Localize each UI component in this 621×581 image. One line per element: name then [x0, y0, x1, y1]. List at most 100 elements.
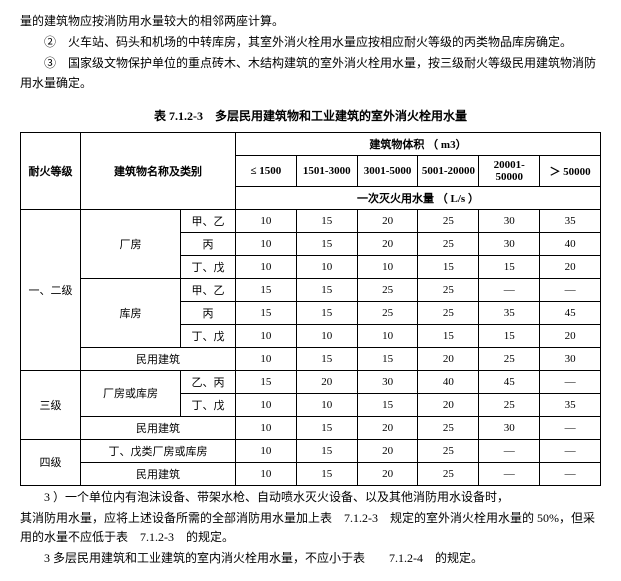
intro-line-1: 量的建筑物应按消防用水量较大的相邻两座计算。 — [20, 12, 601, 31]
cell: 25 — [357, 278, 418, 301]
cell: 甲、乙 — [181, 278, 236, 301]
table-row: 民用建筑 1015202530— — [21, 416, 601, 439]
cell: 丁、戊 — [181, 393, 236, 416]
cell: 丁、戊 — [181, 324, 236, 347]
cell: — — [540, 370, 601, 393]
hdr-c1: ≤ 1500 — [236, 155, 297, 186]
cell: 15 — [296, 462, 357, 485]
cell: 25 — [357, 301, 418, 324]
g3b1-name: 丁、戊类厂房或库房 — [81, 439, 236, 462]
cell: 25 — [479, 393, 540, 416]
cell: 10 — [236, 324, 297, 347]
cell: 10 — [296, 324, 357, 347]
cell: 10 — [296, 255, 357, 278]
g1b1-name: 厂房 — [81, 209, 181, 278]
cell: 20 — [357, 209, 418, 232]
table-row: 一、二级 厂房 甲、乙 101520253035 — [21, 209, 601, 232]
cell: 20 — [357, 439, 418, 462]
table-row: 民用建筑 101515202530 — [21, 347, 601, 370]
cell: 15 — [296, 209, 357, 232]
g2b1-name: 厂房或库房 — [81, 370, 181, 416]
cell: 丁、戊 — [181, 255, 236, 278]
hdr-fire-grade: 耐火等级 — [21, 132, 81, 209]
table-row: 三级 厂房或库房 乙、丙 1520304045— — [21, 370, 601, 393]
cell: 10 — [236, 393, 297, 416]
cell: 20 — [357, 416, 418, 439]
intro-line-2: ② 火车站、码头和机场的中转库房，其室外消火栓用水量应按相应耐火等级的丙类物品库… — [20, 33, 601, 52]
cell: 15 — [357, 393, 418, 416]
cell: 30 — [357, 370, 418, 393]
cell: 30 — [479, 232, 540, 255]
cell: 20 — [296, 370, 357, 393]
cell: — — [540, 278, 601, 301]
cell: 丙 — [181, 301, 236, 324]
cell: 15 — [418, 324, 479, 347]
cell: 40 — [540, 232, 601, 255]
cell: — — [479, 462, 540, 485]
g3b2-name: 民用建筑 — [81, 462, 236, 485]
cell: 25 — [418, 209, 479, 232]
fire-grade-2: 三级 — [21, 370, 81, 439]
hdr-c5: 20001-50000 — [479, 155, 540, 186]
cell: 15 — [479, 324, 540, 347]
fire-grade-3: 四级 — [21, 439, 81, 485]
hdr-volume: 建筑物体积 （ m3） — [236, 132, 601, 155]
cell: 15 — [479, 255, 540, 278]
cell: 30 — [540, 347, 601, 370]
intro-line-3: ③ 国家级文物保护单位的重点砖木、木结构建筑的室外消火栓用水量，按三级耐火等级民… — [20, 54, 601, 92]
water-table: 耐火等级 建筑物名称及类别 建筑物体积 （ m3） ≤ 1500 1501-30… — [20, 132, 601, 486]
cell: 20 — [418, 393, 479, 416]
table-title: 表 7.1.2-3 多层民用建筑物和工业建筑的室外消火栓用水量 — [20, 107, 601, 124]
cell: 20 — [357, 462, 418, 485]
hdr-row-1: 耐火等级 建筑物名称及类别 建筑物体积 （ m3） — [21, 132, 601, 155]
cell: — — [479, 278, 540, 301]
cell: 30 — [479, 209, 540, 232]
cell: 25 — [418, 278, 479, 301]
table-row: 库房 甲、乙 15152525—— — [21, 278, 601, 301]
table-row: 四级 丁、戊类厂房或库房 10152025—— — [21, 439, 601, 462]
cell: 40 — [418, 370, 479, 393]
hdr-c6: ＞ 50000 — [540, 155, 601, 186]
note-2: 其消防用水量，应将上述设备所需的全部消防用水量加上表 7.1.2-3 规定的室外… — [20, 509, 601, 547]
cell: 10 — [236, 439, 297, 462]
g2b2-name: 民用建筑 — [81, 416, 236, 439]
cell: 10 — [236, 255, 297, 278]
cell: 乙、丙 — [181, 370, 236, 393]
cell: 35 — [479, 301, 540, 324]
note-1: 3 ）一个单位内有泡沫设备、带架水枪、自动喷水灭火设备、以及其他消防用水设备时， — [20, 488, 601, 507]
note-3: 3 多层民用建筑和工业建筑的室内消火栓用水量，不应小于表 7.1.2-4 的规定… — [20, 549, 601, 568]
cell: 15 — [296, 232, 357, 255]
cell: 20 — [540, 255, 601, 278]
hdr-flow: 一次灭火用水量 （ L/s ） — [236, 186, 601, 209]
cell: 20 — [418, 347, 479, 370]
g1b2-name: 库房 — [81, 278, 181, 347]
cell: 15 — [236, 370, 297, 393]
cell: 25 — [418, 416, 479, 439]
cell: 10 — [236, 347, 297, 370]
cell: 甲、乙 — [181, 209, 236, 232]
cell: 25 — [479, 347, 540, 370]
cell: 10 — [357, 255, 418, 278]
g1b3-name: 民用建筑 — [81, 347, 236, 370]
cell: 35 — [540, 209, 601, 232]
cell: 20 — [540, 324, 601, 347]
table-row: 民用建筑 10152025—— — [21, 462, 601, 485]
hdr-name: 建筑物名称及类别 — [81, 132, 236, 209]
cell: 10 — [236, 416, 297, 439]
cell: — — [540, 439, 601, 462]
cell: — — [540, 462, 601, 485]
cell: 45 — [540, 301, 601, 324]
cell: 15 — [418, 255, 479, 278]
cell: 10 — [357, 324, 418, 347]
hdr-c4: 5001-20000 — [418, 155, 479, 186]
cell: 10 — [236, 462, 297, 485]
cell: 25 — [418, 462, 479, 485]
cell: 15 — [296, 301, 357, 324]
cell: 20 — [357, 232, 418, 255]
cell: 15 — [236, 278, 297, 301]
hdr-c2: 1501-3000 — [296, 155, 357, 186]
cell: 25 — [418, 232, 479, 255]
cell: 15 — [236, 301, 297, 324]
cell: 35 — [540, 393, 601, 416]
cell: 15 — [296, 347, 357, 370]
